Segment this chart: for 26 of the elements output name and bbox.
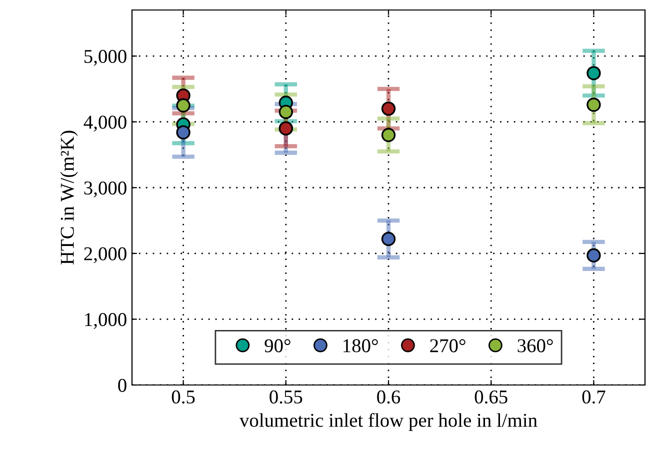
point — [381, 128, 396, 142]
x-tick-label: 0.6 — [377, 390, 400, 404]
point — [176, 125, 190, 140]
y-tick-label: 2,000 — [84, 247, 126, 264]
legend-label: 90° — [264, 339, 290, 352]
legend-label: 360° — [518, 339, 553, 352]
legend-label: 180° — [344, 339, 378, 352]
point — [586, 248, 601, 262]
y-tick-label: 0 — [118, 378, 126, 392]
point — [586, 98, 601, 112]
x-axis-title: volumetric inlet flow per hole in l/min — [239, 413, 538, 431]
point — [278, 104, 293, 120]
y-tick-label: 4,000 — [84, 116, 126, 132]
point — [381, 232, 396, 246]
x-tick-label: 0.65 — [474, 390, 508, 404]
y-axis-title: HTC in W/(m²K) — [60, 130, 78, 264]
point — [381, 102, 396, 116]
x-tick-label: 0.5 — [172, 390, 195, 404]
x-tick-label: 0.55 — [270, 390, 302, 404]
point — [586, 66, 601, 80]
y-tick-label: 1,000 — [85, 313, 126, 329]
x-tick-label: 0.7 — [582, 390, 606, 404]
point — [176, 98, 190, 112]
y-tick-label: 5,000 — [84, 50, 126, 66]
y-tick-label: 3,000 — [84, 181, 126, 198]
legend-label: 270° — [430, 339, 466, 352]
